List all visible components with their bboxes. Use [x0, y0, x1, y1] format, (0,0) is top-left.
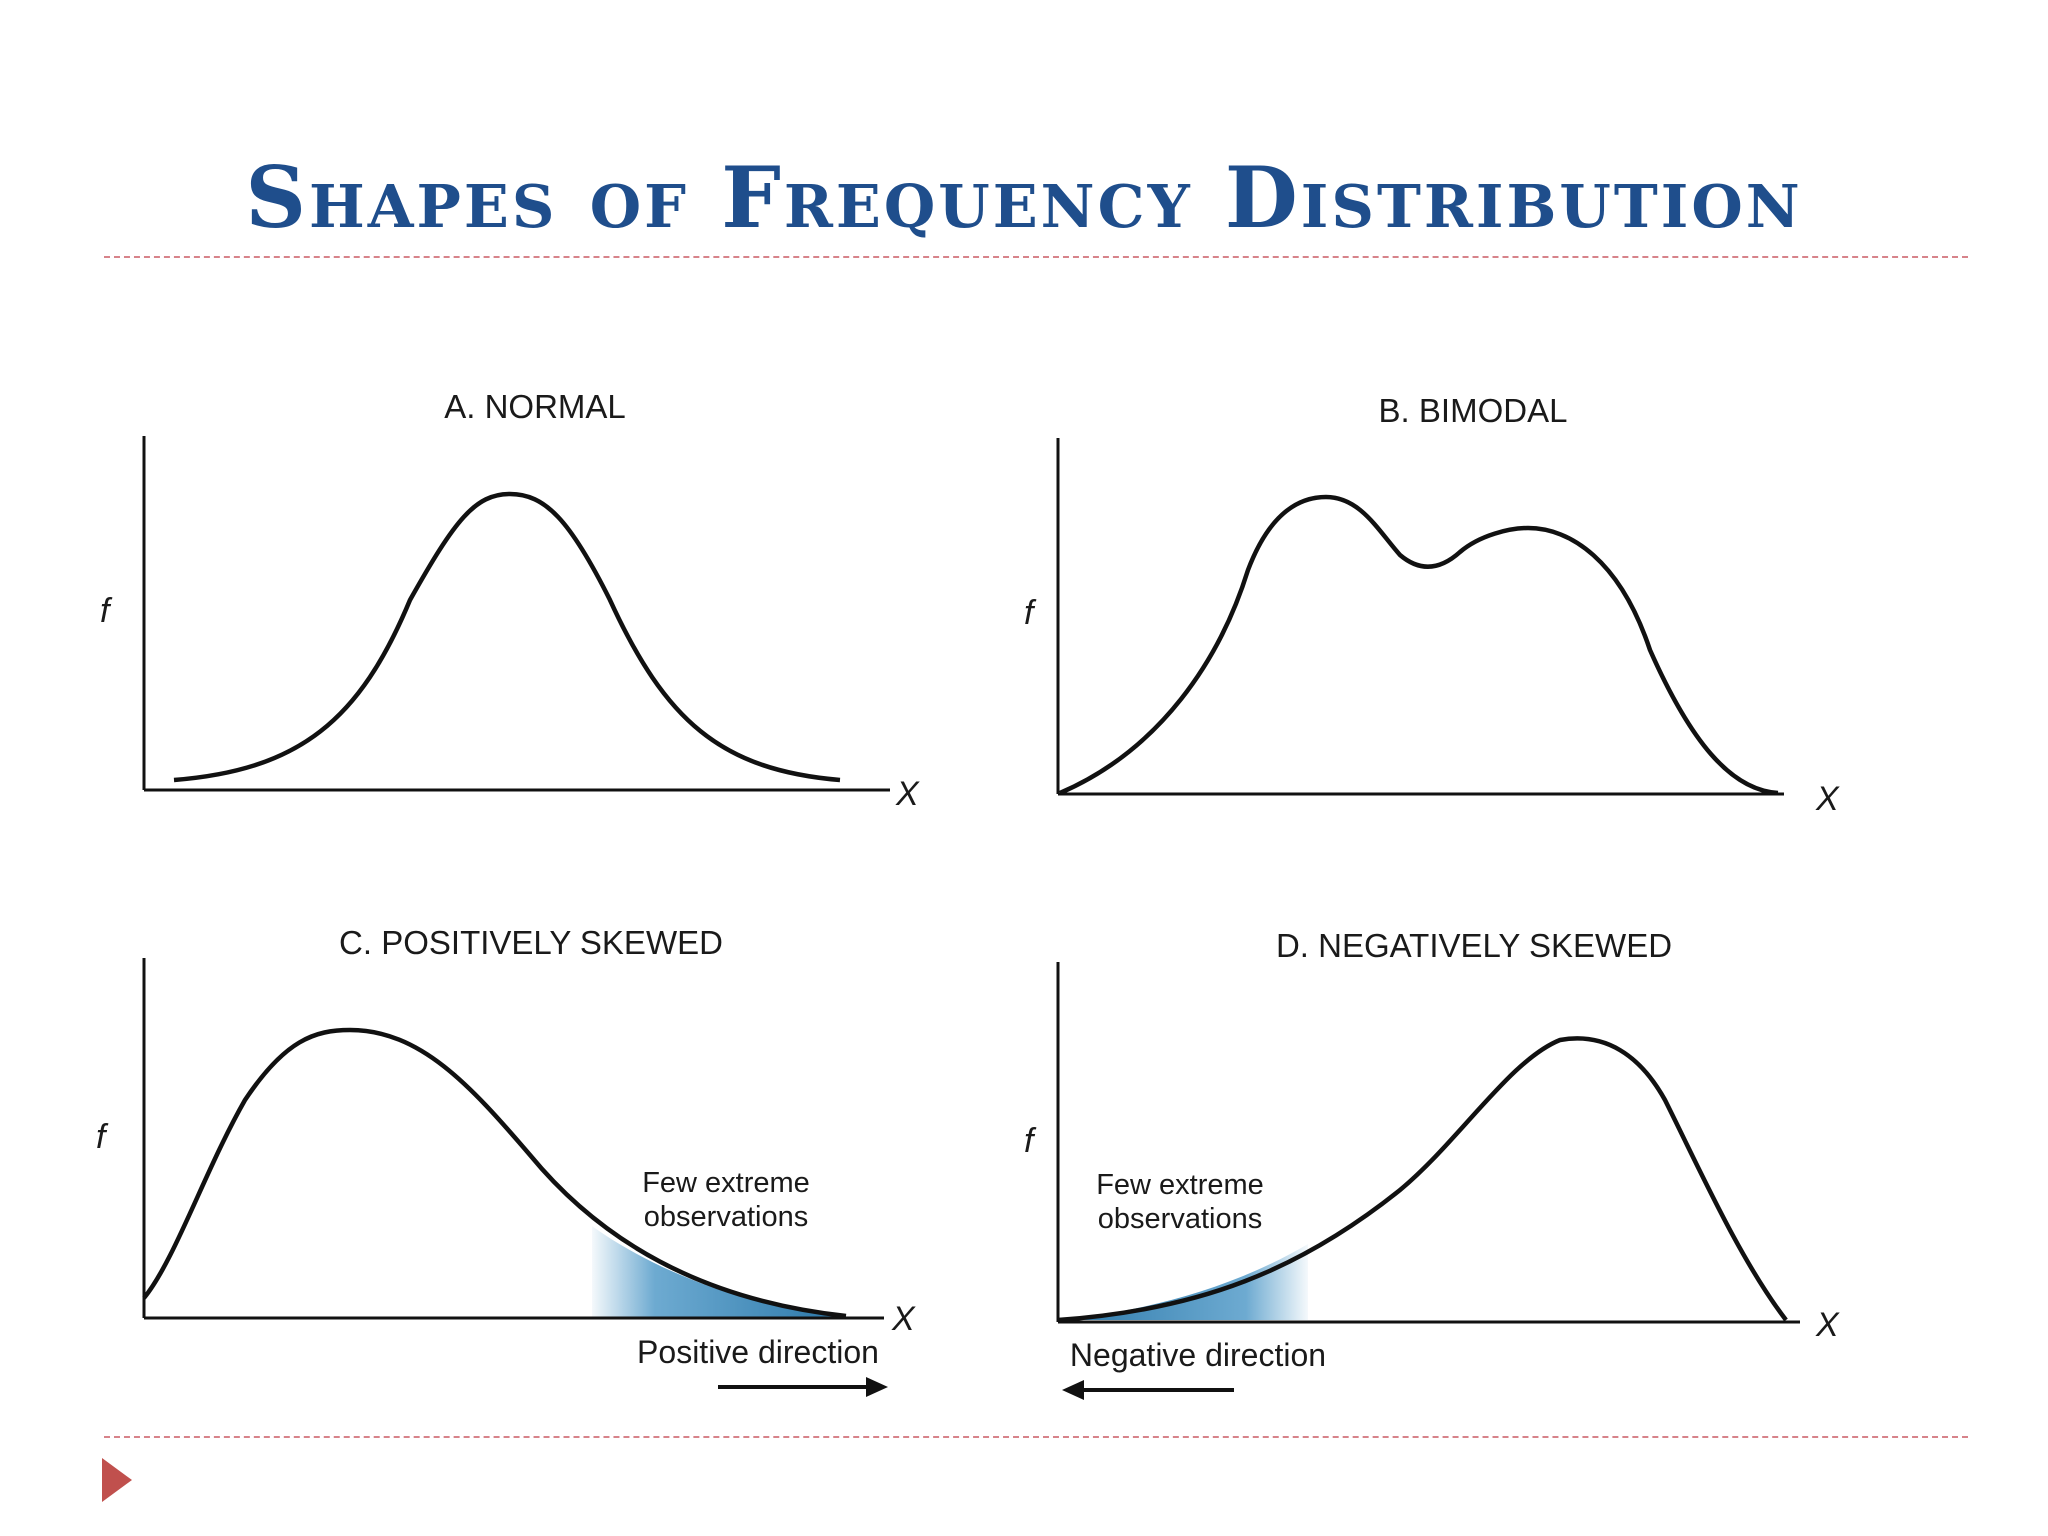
- y-axis-label: f: [96, 1118, 109, 1156]
- tail-shade: [1060, 1244, 1308, 1320]
- x-axis-label: X: [895, 775, 920, 813]
- panel-positively-skewed: C. POSITIVELY SKEWED f X Few extreme obs…: [96, 924, 916, 1397]
- panel-negatively-skewed: D. NEGATIVELY SKEWED f X Few extreme obs…: [1024, 927, 1840, 1400]
- panel-title: B. BIMODAL: [1379, 392, 1568, 429]
- y-axis-label: f: [1024, 594, 1037, 632]
- bimodal-curve: [1059, 494, 1779, 796]
- extreme-observations-note: Few extreme: [642, 1167, 810, 1199]
- panel-title: C. POSITIVELY SKEWED: [339, 924, 723, 961]
- x-axis-label: X: [1815, 780, 1840, 818]
- normal-curve: [173, 491, 841, 783]
- y-axis-label: f: [1024, 1122, 1037, 1160]
- right-arrow-icon: [718, 1377, 888, 1397]
- top-divider: [104, 256, 1968, 258]
- direction-label: Positive direction: [637, 1334, 879, 1370]
- triangle-bullet-icon: [102, 1458, 132, 1502]
- x-axis-label: X: [1815, 1306, 1840, 1344]
- y-axis-label: f: [100, 592, 113, 630]
- slide-title: Shapes of Frequency Distribution: [245, 148, 1803, 247]
- positively-skewed-curve: [142, 1027, 847, 1319]
- x-axis-label: X: [891, 1300, 916, 1338]
- panel-title: A. NORMAL: [444, 388, 626, 425]
- negatively-skewed-curve: [1057, 1036, 1788, 1323]
- left-arrow-icon: [1062, 1380, 1234, 1400]
- direction-label: Negative direction: [1070, 1337, 1326, 1373]
- extreme-observations-note: observations: [644, 1201, 808, 1233]
- extreme-observations-note: Few extreme: [1096, 1169, 1264, 1201]
- tail-shade: [592, 1226, 842, 1318]
- extreme-observations-note: observations: [1098, 1203, 1262, 1235]
- panel-bimodal: B. BIMODAL f X: [1024, 392, 1840, 818]
- panel-normal: A. NORMAL f X: [100, 388, 920, 813]
- panel-title: D. NEGATIVELY SKEWED: [1276, 927, 1672, 964]
- bottom-divider: [104, 1436, 1968, 1438]
